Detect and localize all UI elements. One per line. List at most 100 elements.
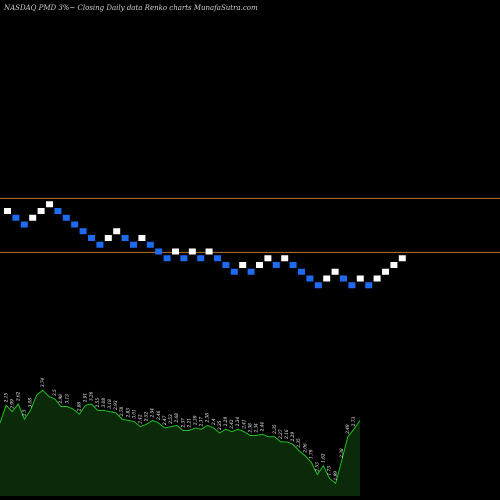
volume-area (0, 390, 360, 496)
volume-label: 2.34 (235, 417, 240, 428)
volume-label: 2.35 (217, 420, 222, 431)
volume-label: 3.08 (28, 398, 33, 408)
renko-brick-down (12, 214, 20, 221)
renko-brick-down (96, 241, 104, 248)
volume-label: 2.21 (186, 418, 191, 428)
volume-label: 2.62 (16, 391, 21, 402)
renko-brick-up (323, 275, 331, 282)
volume-label: 2.37 (199, 417, 204, 428)
renko-brick-up (4, 208, 11, 214)
volume-label: 2.46 (156, 410, 161, 421)
renko-brick-down (79, 228, 87, 235)
volume-label: 2.53 (168, 414, 173, 425)
renko-brick-down (214, 255, 221, 262)
volume-label: 2.99 (9, 399, 14, 410)
volume-label: 2.41 (241, 419, 246, 429)
renko-brick-down (340, 275, 347, 282)
renko-brick-down (180, 255, 188, 262)
renko-brick-up (356, 275, 364, 282)
volume-label: 2.38 (339, 448, 344, 459)
volume-label: 2.42 (229, 419, 234, 430)
volume-label: 2.06 (302, 443, 307, 454)
renko-brick-up (373, 275, 381, 282)
renko-brick-down (20, 221, 28, 228)
renko-brick-down (365, 282, 373, 289)
renko-brick-down (230, 268, 238, 275)
renko-brick-down (289, 262, 297, 268)
volume-label: 2.29 (223, 417, 228, 428)
renko-brick-down (88, 235, 95, 241)
volume-label: 2.86 (77, 401, 82, 412)
volume-label: 2.54 (150, 408, 155, 419)
renko-brick-down (247, 268, 255, 275)
volume-label: 2.42 (138, 414, 143, 425)
volume-label: 2.35 (296, 438, 301, 449)
volume-label: 2.34 (253, 423, 258, 434)
volume-label: 2.93 (113, 400, 118, 411)
volume-label: 2.52 (144, 412, 149, 423)
renko-brick-up (331, 268, 339, 275)
renko-brick-up (264, 255, 272, 262)
volume-label: 2.78 (119, 406, 124, 417)
renko-brick-down (306, 275, 314, 282)
renko-brick-up (46, 201, 53, 208)
volume-label: 2.4 (211, 418, 216, 426)
chart-title: NASDAQ PMD 3%~ Closing Daily data Renko … (3, 4, 258, 12)
volume-label: 1.99 (333, 471, 338, 481)
volume-label: 3.01 (131, 409, 136, 418)
volume-label: 2.35 (272, 424, 277, 435)
volume-label: 3.18 (107, 399, 112, 409)
renko-bricks (4, 201, 406, 289)
renko-brick-down (222, 262, 230, 268)
volume-label: 2.83 (125, 408, 130, 419)
volume-label: 2.98 (58, 394, 63, 405)
volume-panel (0, 389, 361, 496)
volume-label: 2.47 (162, 415, 167, 426)
volume-label: 2.55 (95, 398, 100, 409)
volume-label: 1.79 (308, 449, 313, 459)
renko-brick-up (398, 255, 406, 262)
volume-label: 2.38 (205, 413, 210, 424)
volume-label: 2.53 (314, 462, 319, 473)
renko-brick-down (155, 248, 163, 255)
volume-labels: 2.152.992.622.53.083.743.52.98 3.132.862.… (3, 378, 356, 481)
volume-label: 3.13 (64, 394, 69, 404)
volume-label: 1.62 (321, 453, 326, 463)
renko-brick-down (197, 255, 205, 262)
renko-brick-down (62, 214, 70, 221)
volume-label: 3.5 (52, 389, 57, 396)
volume-label: 2.73 (351, 417, 356, 428)
renko-brick-up (281, 255, 289, 262)
volume-label: 2.38 (247, 423, 252, 434)
renko-brick-down (146, 241, 154, 248)
volume-label: 2.91 (83, 393, 88, 403)
renko-brick-up (104, 235, 112, 241)
renko-brick-up (37, 208, 45, 214)
renko-brick-up (256, 262, 263, 268)
volume-label: 3.26 (89, 391, 94, 401)
volume-label: 2.27 (278, 429, 283, 440)
renko-brick-down (163, 255, 171, 262)
renko-brick-up (390, 262, 398, 268)
volume-label: 2.39 (192, 415, 197, 426)
renko-brick-down (121, 235, 129, 241)
renko-brick-up (138, 235, 146, 241)
renko-brick-up (172, 248, 179, 255)
volume-label: 2.49 (345, 424, 350, 435)
volume-label: 3.74 (40, 378, 45, 388)
volume-label: 2.44 (260, 422, 265, 433)
volume-label: 2.16 (284, 429, 289, 440)
volume-label: 2.37 (180, 418, 185, 429)
volume-line (0, 389, 361, 485)
volume-label: 2.29 (290, 432, 295, 443)
volume-label: 2.68 (174, 413, 179, 424)
volume-label: 3.08 (101, 398, 106, 408)
renko-brick-up (239, 262, 247, 268)
volume-label: 2.5 (22, 409, 27, 417)
renko-brick-up (29, 214, 37, 221)
volume-label: 2.15 (3, 393, 8, 404)
renko-brick-down (348, 282, 356, 289)
renko-brick-up (113, 228, 121, 235)
